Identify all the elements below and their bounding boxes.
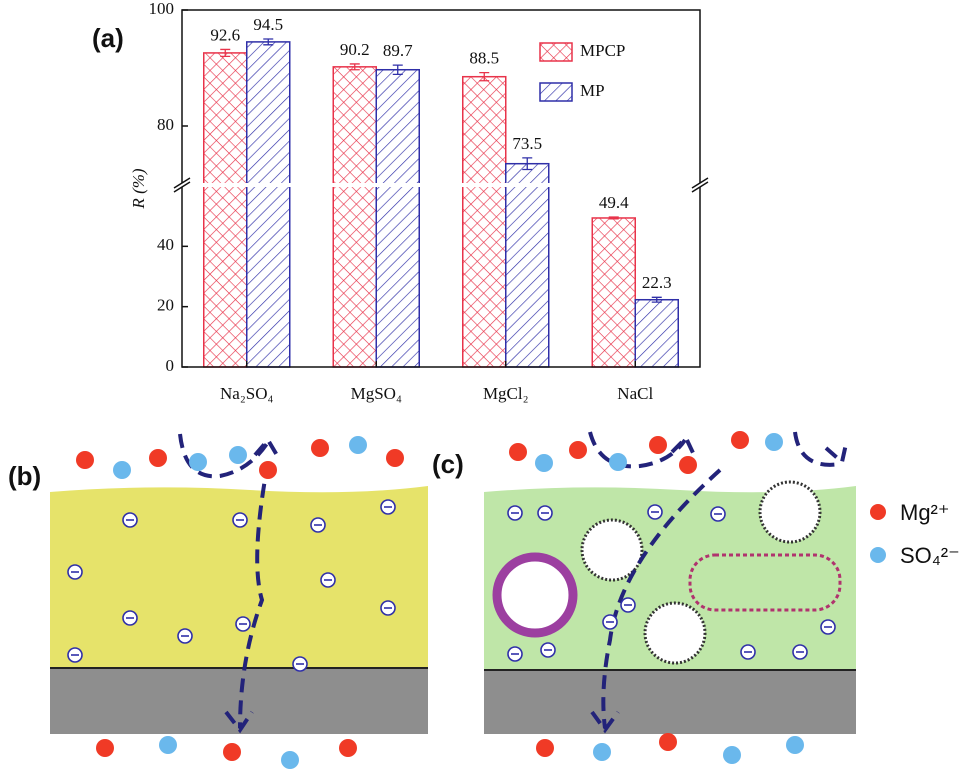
ion: [765, 433, 783, 451]
ion: [281, 751, 299, 769]
ions: [67, 431, 836, 769]
error-bar: [479, 71, 490, 82]
ion: [113, 461, 131, 479]
ion: [649, 436, 667, 454]
ion: [149, 449, 167, 467]
bar: [505, 162, 550, 368]
ion: [76, 451, 94, 469]
legend-label: MPCP: [580, 41, 625, 60]
ion-legend-label: Mg²⁺: [900, 500, 950, 525]
membrane-b: [50, 433, 428, 734]
value-label: 73.5: [512, 134, 542, 153]
ion: [223, 743, 241, 761]
panel-label: (b): [8, 461, 41, 491]
ion: [659, 733, 677, 751]
value-label: 49.4: [599, 193, 629, 212]
x-tick-label: MgCl₂: [483, 384, 529, 403]
bar: [246, 41, 291, 368]
error-bar: [263, 38, 274, 46]
legend-label: MP: [580, 81, 605, 100]
ion: [609, 453, 627, 471]
y-tick-label: 0: [166, 356, 175, 375]
x-tick-label: NaCl: [617, 384, 653, 403]
axis-break: [173, 177, 191, 193]
y-tick-label: 80: [157, 115, 174, 134]
bar: [634, 298, 679, 368]
panel-label: (c): [432, 449, 464, 479]
ion: [679, 456, 697, 474]
axis-break-gap: [172, 183, 710, 187]
ion: [509, 443, 527, 461]
ion: [229, 446, 247, 464]
ion: [386, 449, 404, 467]
bar: [591, 217, 636, 368]
ion: [593, 743, 611, 761]
value-label: 89.7: [383, 41, 413, 60]
ion: [569, 441, 587, 459]
chart: R (%) 92.6 90.2 88.5 49.4 94.5 89.7 73.5 22.3 0 20…: [129, 0, 710, 403]
panel-label: (a): [92, 23, 124, 53]
bar: [332, 66, 377, 368]
ion: [349, 436, 367, 454]
membrane-c: [484, 431, 856, 734]
bar: [375, 68, 420, 368]
ion: [259, 461, 277, 479]
error-bar: [392, 64, 403, 76]
ion: [786, 736, 804, 754]
y-tick-label: 20: [157, 296, 174, 315]
ion: [339, 739, 357, 757]
value-label: 94.5: [253, 15, 283, 34]
value-label: 92.6: [210, 25, 240, 44]
x-tick-label: MgSO₄: [351, 384, 402, 403]
ion: [96, 739, 114, 757]
error-bar: [220, 48, 231, 58]
ion: [311, 439, 329, 457]
error-bar: [522, 157, 533, 171]
ion: [723, 746, 741, 764]
error-bar: [349, 63, 360, 71]
error-bar: [651, 296, 662, 303]
legend-swatch: [539, 42, 573, 62]
plot-frame: [181, 9, 701, 368]
bar: [462, 75, 507, 368]
value-label: 90.2: [340, 40, 370, 59]
value-label: 88.5: [469, 49, 499, 68]
ion-legend-label: SO₄²⁻: [900, 543, 960, 568]
axis-break: [691, 177, 709, 193]
ion: [536, 739, 554, 757]
y-tick-label: 100: [149, 0, 175, 18]
ion-legend-marker: [870, 504, 886, 520]
ion: [189, 453, 207, 471]
ion: [159, 736, 177, 754]
error-bar: [608, 216, 619, 220]
value-label: 22.3: [642, 273, 672, 292]
bar: [203, 52, 248, 368]
x-tick-label: Na₂SO₄: [220, 384, 273, 403]
y-tick-label: 40: [157, 235, 174, 254]
ion-legend-marker: [870, 547, 886, 563]
ion: [731, 431, 749, 449]
ion: [535, 454, 553, 472]
legend-swatch: [539, 82, 573, 102]
y-axis-label: R (%): [129, 168, 148, 209]
